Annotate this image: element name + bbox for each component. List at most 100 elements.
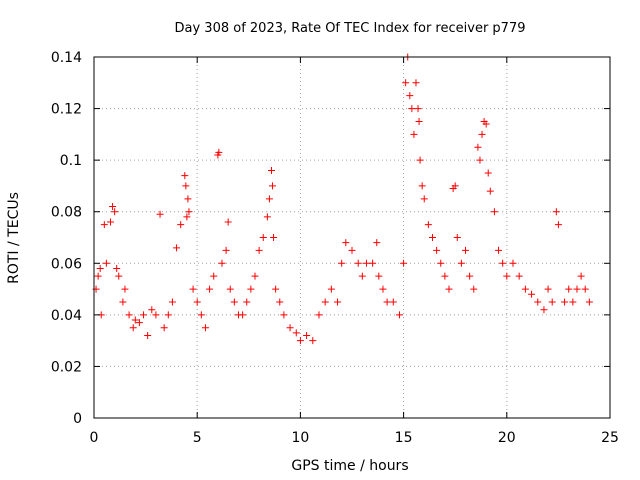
data-point	[296, 337, 304, 345]
data-point	[395, 311, 403, 319]
data-point	[263, 213, 271, 221]
y-tick-label: 0.14	[51, 50, 82, 66]
data-point	[445, 285, 453, 293]
data-point	[222, 246, 230, 254]
data-point	[410, 130, 418, 138]
data-point	[585, 298, 593, 306]
data-point	[416, 156, 424, 164]
data-point	[224, 218, 232, 226]
data-point	[548, 298, 556, 306]
y-tick-label: 0.1	[60, 153, 82, 169]
data-point	[111, 208, 119, 216]
x-tick-label: 10	[291, 430, 309, 446]
data-point	[148, 306, 156, 314]
data-point	[327, 285, 335, 293]
data-point	[164, 311, 172, 319]
data-point	[102, 259, 110, 267]
data-point	[408, 105, 416, 113]
data-point	[201, 324, 209, 332]
data-point	[268, 166, 276, 174]
data-point	[109, 203, 117, 211]
data-point	[173, 244, 181, 252]
data-point	[197, 311, 205, 319]
data-point	[270, 234, 278, 241]
data-point	[206, 285, 214, 293]
data-point	[255, 246, 263, 254]
data-point	[503, 272, 511, 280]
data-point	[342, 239, 350, 247]
data-point	[412, 79, 420, 87]
data-point	[243, 298, 251, 306]
data-point	[303, 331, 311, 339]
data-point	[230, 298, 238, 306]
data-point	[354, 259, 362, 267]
data-point	[482, 120, 490, 128]
data-point	[292, 329, 300, 337]
data-point	[152, 311, 160, 319]
data-point	[486, 187, 494, 195]
data-point	[160, 324, 168, 332]
data-point	[534, 298, 542, 306]
data-point	[265, 195, 273, 203]
data-point	[476, 156, 484, 164]
data-point	[383, 298, 391, 306]
data-point	[100, 221, 108, 229]
data-point	[466, 272, 474, 280]
data-point	[495, 246, 503, 254]
y-tick-labels: 0 0.02 0.04 0.06 0.08 0.1 0.12 0.14	[51, 50, 82, 427]
data-point	[375, 272, 383, 280]
data-point	[573, 285, 581, 293]
data-point	[441, 272, 449, 280]
x-tick-labels: 0 5 10 15 20 25	[90, 430, 619, 446]
data-point	[561, 298, 569, 306]
data-point	[379, 285, 387, 293]
data-point	[369, 259, 377, 267]
data-point	[569, 298, 577, 306]
data-point	[115, 272, 123, 280]
data-point	[269, 182, 277, 190]
data-point	[129, 324, 137, 332]
data-point	[131, 316, 139, 324]
data-point	[144, 331, 152, 339]
data-point	[321, 298, 329, 306]
data-point	[140, 311, 148, 319]
data-point	[437, 259, 445, 267]
data-point	[125, 311, 133, 319]
data-point	[189, 285, 197, 293]
y-tick-label: 0.04	[51, 308, 82, 324]
data-point	[251, 272, 259, 280]
data-point	[182, 182, 190, 190]
data-point	[474, 143, 482, 151]
data-point	[478, 130, 486, 138]
data-point	[552, 208, 560, 216]
data-point	[259, 234, 267, 241]
data-point	[218, 259, 226, 267]
data-point	[462, 246, 470, 254]
y-tick-label: 0.08	[51, 205, 82, 221]
data-point	[96, 264, 104, 272]
data-point	[515, 272, 523, 280]
data-point	[135, 319, 143, 327]
x-tick-label: 0	[90, 430, 99, 446]
chart-title: Day 308 of 2023, Rate Of TEC Index for r…	[175, 21, 526, 36]
data-point	[210, 272, 218, 280]
data-point	[215, 148, 223, 156]
x-tick-label: 25	[601, 430, 619, 446]
data-point	[156, 210, 164, 218]
data-point	[389, 298, 397, 306]
data-point	[94, 272, 102, 280]
y-tick-label: 0.12	[51, 102, 82, 118]
data-point	[509, 259, 517, 267]
plot-frame	[93, 56, 611, 419]
grid	[94, 57, 610, 418]
data-point	[239, 311, 247, 319]
x-tick-label: 5	[193, 430, 202, 446]
y-tick-label: 0.06	[51, 256, 82, 272]
scatter-points	[92, 53, 593, 345]
data-point	[247, 285, 255, 293]
data-point	[490, 208, 498, 216]
data-point	[177, 221, 185, 229]
y-tick-label: 0	[73, 411, 82, 427]
data-point	[226, 285, 234, 293]
data-point	[183, 213, 191, 221]
